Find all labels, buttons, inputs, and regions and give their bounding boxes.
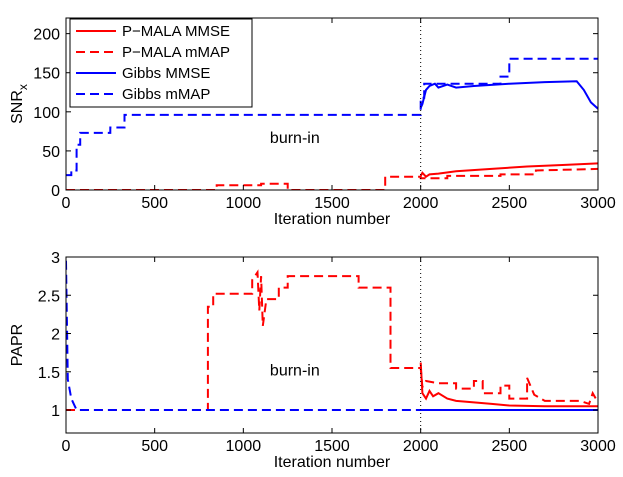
legend: P−MALA MMSE P−MALA mMAP Gibbs MMSE Gibbs mM… <box>69 18 253 108</box>
y-axis-label: SNRx <box>9 84 30 124</box>
burn-in-annotation: burn-in <box>270 130 320 147</box>
series-line-gibbs-mmap <box>66 260 598 411</box>
series-line-gibbs-mmse <box>419 80 598 110</box>
x-tick-label: 500 <box>141 195 168 212</box>
y-axis-label: PAPR <box>9 324 26 366</box>
burn-in-annotation: burn-in <box>270 363 320 380</box>
legend-entry: Gibbs MMSE <box>122 65 210 82</box>
x-tick-label: 0 <box>62 438 71 455</box>
y-tick-label: 150 <box>33 66 60 83</box>
y-tick-label: 1 <box>51 403 60 420</box>
y-tick-label: 50 <box>42 144 60 161</box>
legend-entry: P−MALA MMSE <box>122 23 230 40</box>
y-tick-label: 1.5 <box>38 365 60 382</box>
series-line-p-mala-mmse <box>419 362 598 408</box>
y-tick-label: 200 <box>33 27 60 44</box>
x-tick-label: 1500 <box>314 438 350 455</box>
y-axis-label-main: SNR <box>9 90 26 124</box>
x-axis-label: Iteration number <box>274 211 391 228</box>
legend-entry: Gibbs mMAP <box>122 86 210 103</box>
y-tick-label: 3 <box>51 250 60 267</box>
series-line-p-mala-mmse <box>419 162 598 179</box>
series-line-p-mala-mmap <box>66 269 598 411</box>
series-group <box>66 57 598 190</box>
x-tick-label: 2500 <box>492 438 528 455</box>
y-axis-label-main: PAPR <box>9 324 26 366</box>
x-tick-label: 2000 <box>403 438 439 455</box>
y-tick-label: 100 <box>33 105 60 122</box>
x-tick-label: 3000 <box>580 438 616 455</box>
x-tick-label: 500 <box>141 438 168 455</box>
y-tick-label: 0 <box>51 183 60 200</box>
papr-panel: 0 500 1000 1500 2000 2500 3000 1 1.5 2 2.5 3 Iterati… <box>9 250 616 471</box>
x-tick-label: 1500 <box>314 195 350 212</box>
y-axis-label-sub: x <box>16 84 30 90</box>
series-line-gibbs-mmap <box>66 57 598 177</box>
legend-entry: P−MALA mMAP <box>122 44 230 61</box>
x-tick-label: 2000 <box>403 195 439 212</box>
x-tick-label: 2500 <box>492 195 528 212</box>
y-tick-label: 2 <box>51 327 60 344</box>
legend-box <box>69 18 253 108</box>
x-axis-label: Iteration number <box>274 454 391 471</box>
y-tick-label: 2.5 <box>38 288 60 305</box>
x-tick-label: 0 <box>62 195 71 212</box>
snr-panel: 0 500 1000 1500 2000 2500 3000 0 50 100 150 200 Iter… <box>9 17 616 228</box>
x-tick-label: 1000 <box>226 195 262 212</box>
x-tick-label: 3000 <box>580 195 616 212</box>
x-tick-label: 1000 <box>226 438 262 455</box>
series-group <box>66 260 598 411</box>
